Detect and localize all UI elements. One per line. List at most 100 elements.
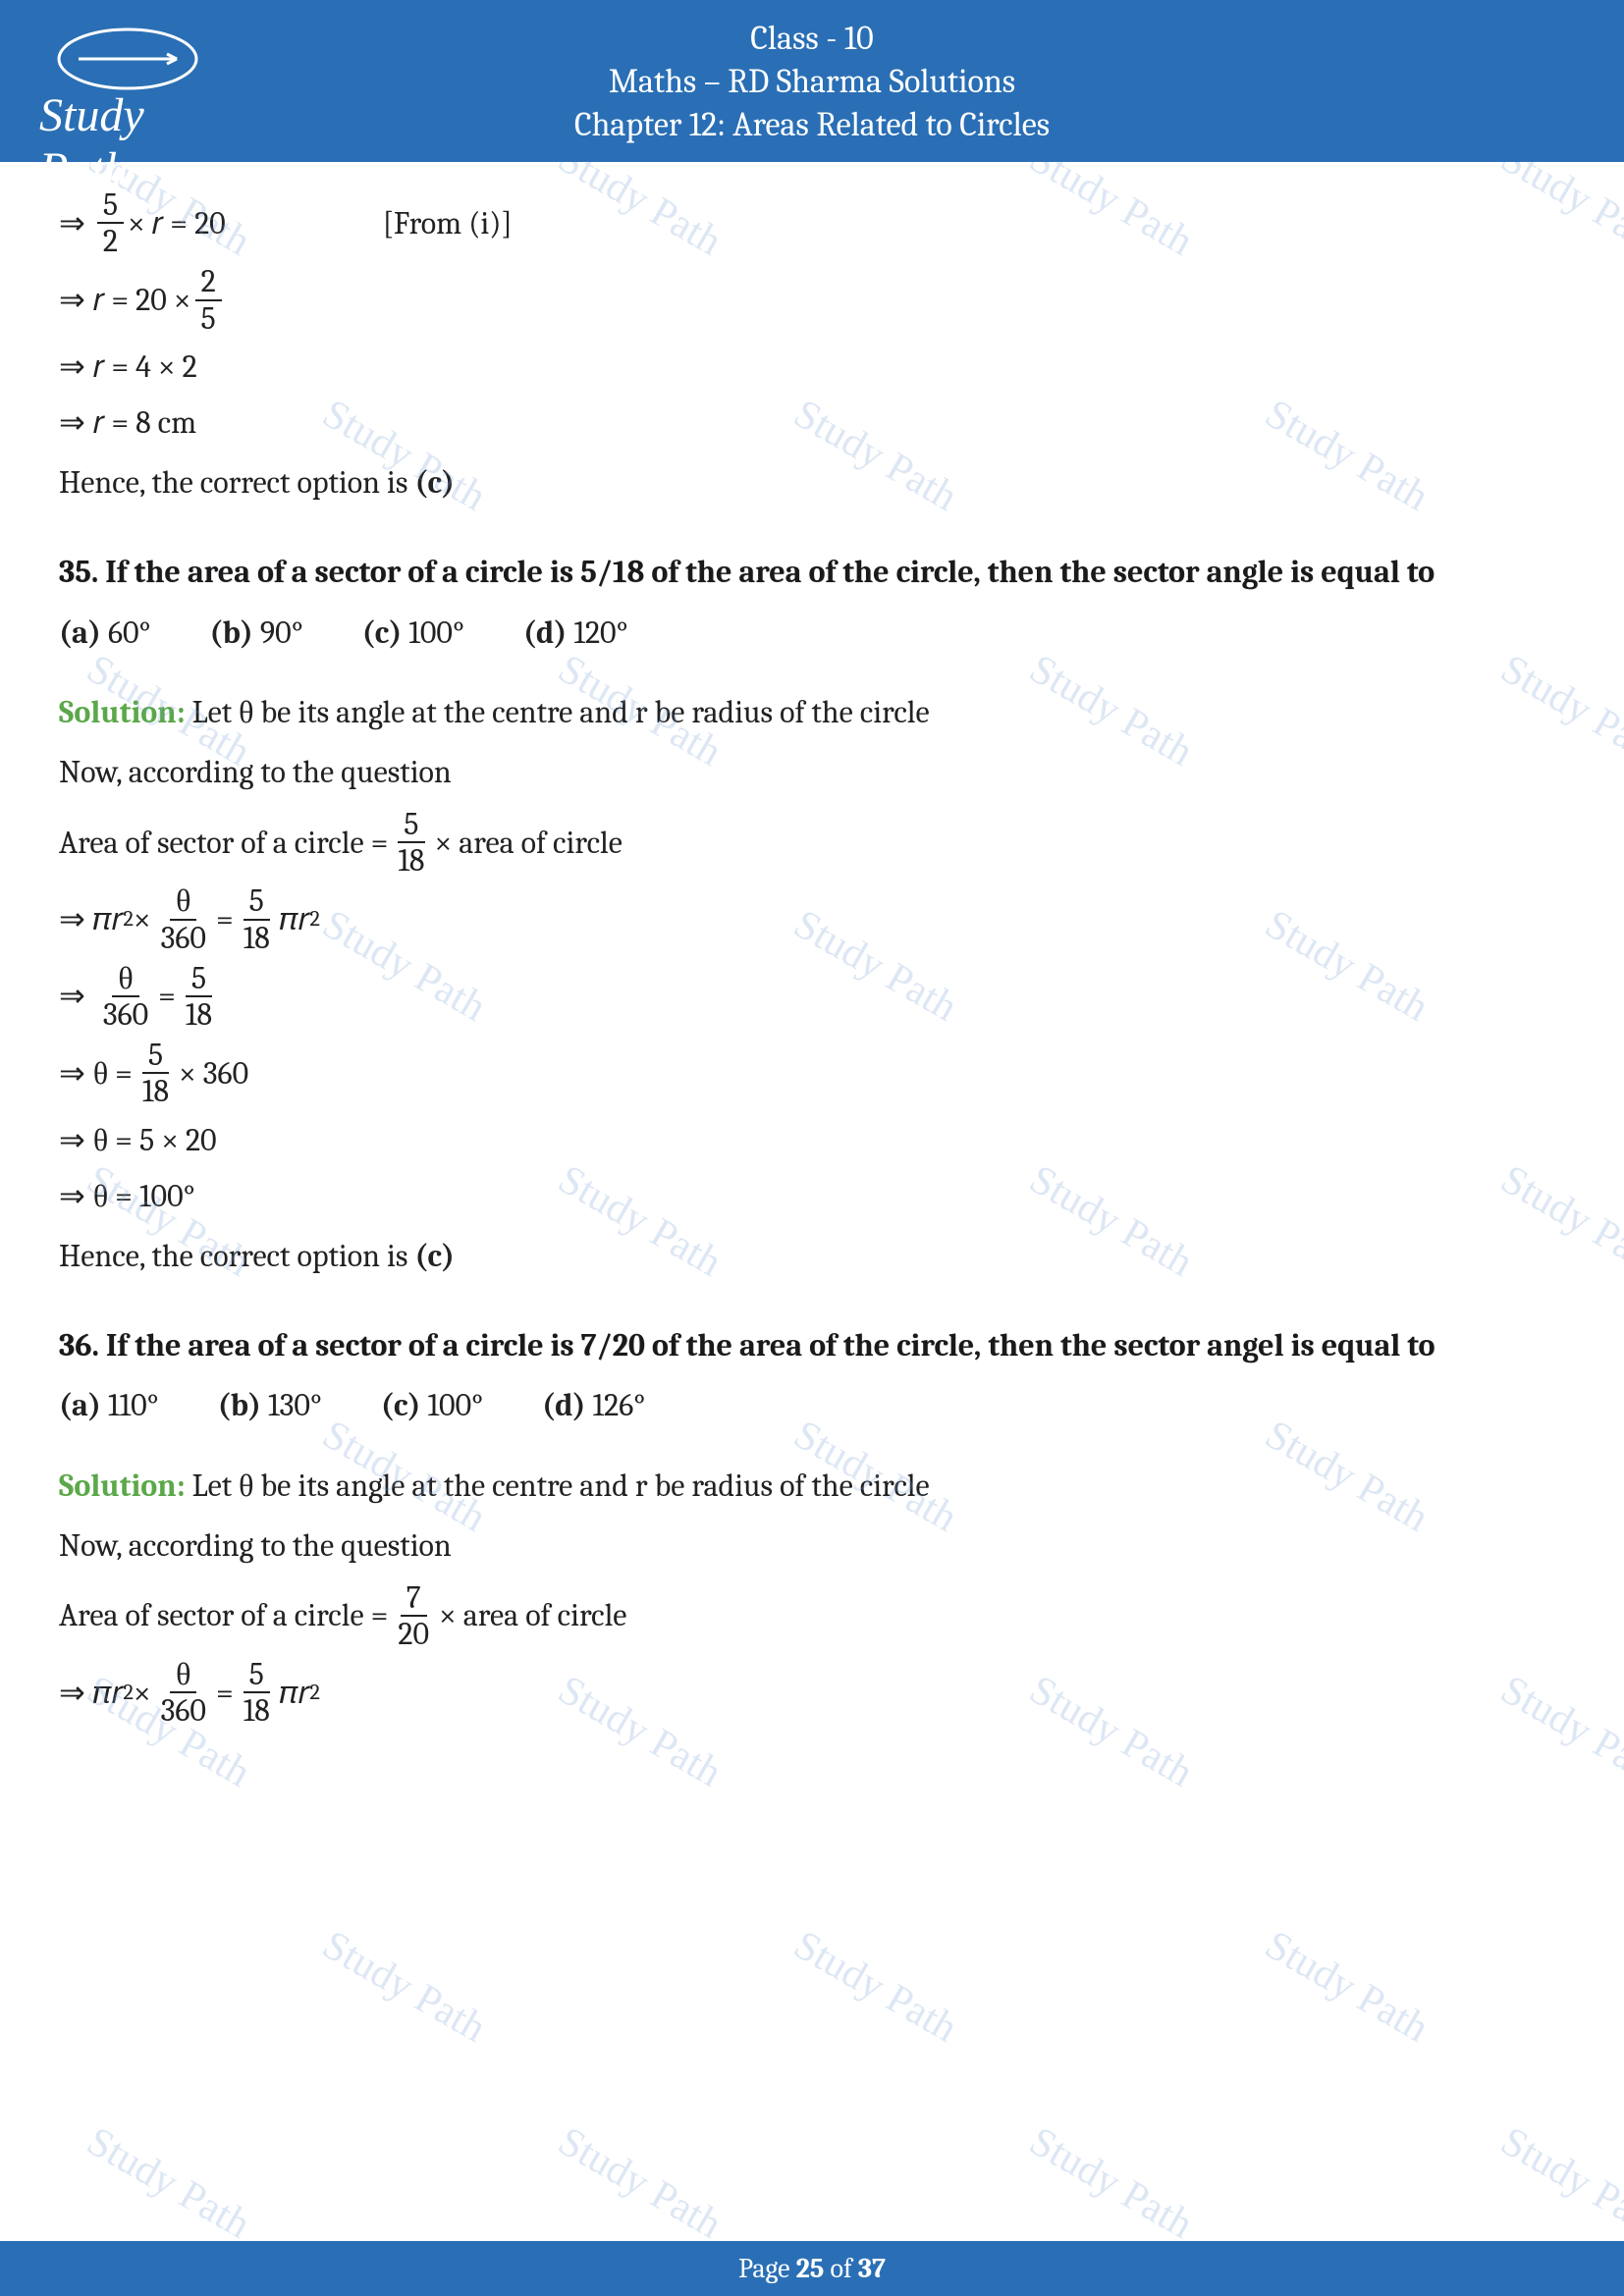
option-label: (a) — [59, 614, 101, 651]
superscript: 2 — [123, 1676, 134, 1711]
superscript: 2 — [309, 1676, 320, 1711]
equation-text: 𝑟 = 8 cm — [93, 398, 196, 448]
option-label: (b) — [210, 614, 253, 651]
numerator: 5 — [244, 1657, 270, 1693]
conclusion-pre: Hence, the correct option is — [59, 464, 414, 501]
question-36: 36. If the area of a sector of a circle … — [59, 1320, 1565, 1370]
denominator: 18 — [180, 997, 218, 1032]
logo-text: Study Path — [39, 88, 226, 196]
equation-text: × 360 — [179, 1048, 248, 1098]
equation-text: 𝑟 = 20 × — [93, 275, 191, 325]
option-b: (b) 130° — [218, 1380, 322, 1430]
implies-symbol: ⇒ — [59, 894, 85, 944]
denominator: 18 — [238, 921, 276, 955]
math-equation: ⇒ 5 2 × 𝑟 = 20 [From (i)] — [59, 187, 1565, 258]
denominator: 360 — [155, 1693, 212, 1728]
header-class: Class - 10 — [750, 19, 874, 58]
math-equation: ⇒ θ = 100° — [59, 1171, 1565, 1221]
option-label: (c) — [381, 1387, 421, 1423]
fraction: 7 20 — [392, 1580, 435, 1651]
math-equation: Area of sector of a circle = 5 18 × area… — [59, 807, 1565, 878]
fraction: 2 5 — [195, 264, 222, 335]
fraction: 5 18 — [238, 1657, 276, 1728]
math-equation: ⇒ 𝑟 = 4 × 2 — [59, 342, 1565, 392]
numerator: θ — [170, 883, 196, 920]
numerator: 2 — [195, 264, 222, 300]
numerator: 5 — [142, 1038, 169, 1074]
question-35-options: (a) 60° (b) 90° (c) 100° (d) 120° — [59, 608, 1565, 658]
header-chapter: Chapter 12: Areas Related to Circles — [574, 105, 1050, 144]
solution-36-line1: Solution: Let θ be its angle at the cent… — [59, 1461, 1565, 1511]
option-value: 100° — [420, 1387, 483, 1423]
watermark-text: Study Path — [1257, 1921, 1436, 2052]
equation-text: × 𝑟 = 20 — [128, 198, 226, 248]
conclusion-answer: (c) — [414, 464, 455, 501]
equation-text: 𝑟 = 4 × 2 — [93, 342, 197, 392]
denominator: 360 — [97, 997, 154, 1032]
equation-text: × area of circle — [439, 1590, 626, 1640]
math-equation: ⇒ θ = 5 18 × 360 — [59, 1038, 1565, 1108]
superscript: 2 — [309, 902, 320, 937]
numerator: 5 — [186, 961, 212, 997]
option-value: 110° — [101, 1387, 159, 1423]
option-value: 60° — [101, 614, 151, 651]
option-value: 126° — [586, 1387, 646, 1423]
equation-text: = — [216, 894, 234, 944]
equation-text: = — [158, 971, 176, 1021]
option-c: (c) 100° — [362, 608, 464, 658]
option-value: 130° — [261, 1387, 322, 1423]
option-c: (c) 100° — [381, 1380, 483, 1430]
solution-label: Solution: — [59, 1468, 186, 1504]
conclusion-answer: (c) — [414, 1238, 455, 1274]
fraction: 5 18 — [392, 807, 430, 878]
footer-pre: Page — [738, 2253, 796, 2284]
fraction: θ 360 — [155, 1657, 212, 1728]
solution-text: Let θ be its angle at the centre and r b… — [186, 1468, 930, 1504]
numerator: θ — [170, 1657, 196, 1693]
denominator: 18 — [136, 1074, 175, 1108]
page-content: ⇒ 5 2 × 𝑟 = 20 [From (i)] ⇒ 𝑟 = 20 × 2 5… — [0, 162, 1624, 1729]
implies-symbol: ⇒ — [59, 971, 85, 1021]
math-equation: ⇒ θ = 5 × 20 — [59, 1115, 1565, 1165]
footer-mid: of — [824, 2253, 858, 2284]
math-equation: ⇒ θ 360 = 5 18 — [59, 961, 1565, 1032]
watermark-text: Study Path — [1492, 2117, 1624, 2248]
page-header: Study Path Class - 10 Maths – RD Sharma … — [0, 0, 1624, 162]
implies-symbol: ⇒ — [59, 1115, 85, 1165]
option-d: (d) 126° — [542, 1380, 645, 1430]
implies-symbol: ⇒ — [59, 1668, 85, 1718]
solution-text: Let θ be its angle at the centre and r b… — [186, 694, 930, 730]
equation-text: θ = — [93, 1048, 133, 1098]
equation-text: × — [134, 894, 151, 944]
math-equation: ⇒ 𝜋𝑟2 × θ 360 = 5 18 𝜋𝑟2 — [59, 883, 1565, 954]
implies-symbol: ⇒ — [59, 398, 85, 448]
math-equation: Area of sector of a circle = 7 20 × area… — [59, 1580, 1565, 1651]
implies-symbol: ⇒ — [59, 275, 85, 325]
equation-text: 𝜋𝑟 — [93, 1668, 124, 1718]
option-a: (a) 60° — [59, 608, 151, 658]
option-label: (b) — [218, 1387, 261, 1423]
math-equation: ⇒ 𝑟 = 20 × 2 5 — [59, 264, 1565, 335]
option-value: 100° — [402, 614, 464, 651]
numerator: 5 — [244, 883, 270, 920]
page-footer: Page 25 of 37 — [0, 2241, 1624, 2296]
option-label: (d) — [523, 614, 567, 651]
question-35: 35. If the area of a sector of a circle … — [59, 547, 1565, 597]
solution-label: Solution: — [59, 694, 186, 730]
equation-text: × — [134, 1668, 151, 1718]
fraction: θ 360 — [155, 883, 212, 954]
question-36-options: (a) 110° (b) 130° (c) 100° (d) 126° — [59, 1380, 1565, 1430]
watermark-text: Study Path — [550, 2117, 730, 2248]
denominator: 2 — [97, 224, 124, 258]
implies-symbol: ⇒ — [59, 198, 85, 248]
solution-35-line1: Solution: Let θ be its angle at the cent… — [59, 687, 1565, 737]
option-d: (d) 120° — [523, 608, 628, 658]
numerator: 5 — [398, 807, 424, 843]
denominator: 20 — [392, 1617, 435, 1651]
equation-note: [From (i)] — [383, 198, 513, 248]
conclusion-pre: Hence, the correct option is — [59, 1238, 414, 1274]
denominator: 5 — [195, 301, 222, 336]
equation-text: θ = 5 × 20 — [93, 1115, 217, 1165]
fraction: θ 360 — [97, 961, 154, 1032]
fraction: 5 2 — [97, 187, 124, 258]
